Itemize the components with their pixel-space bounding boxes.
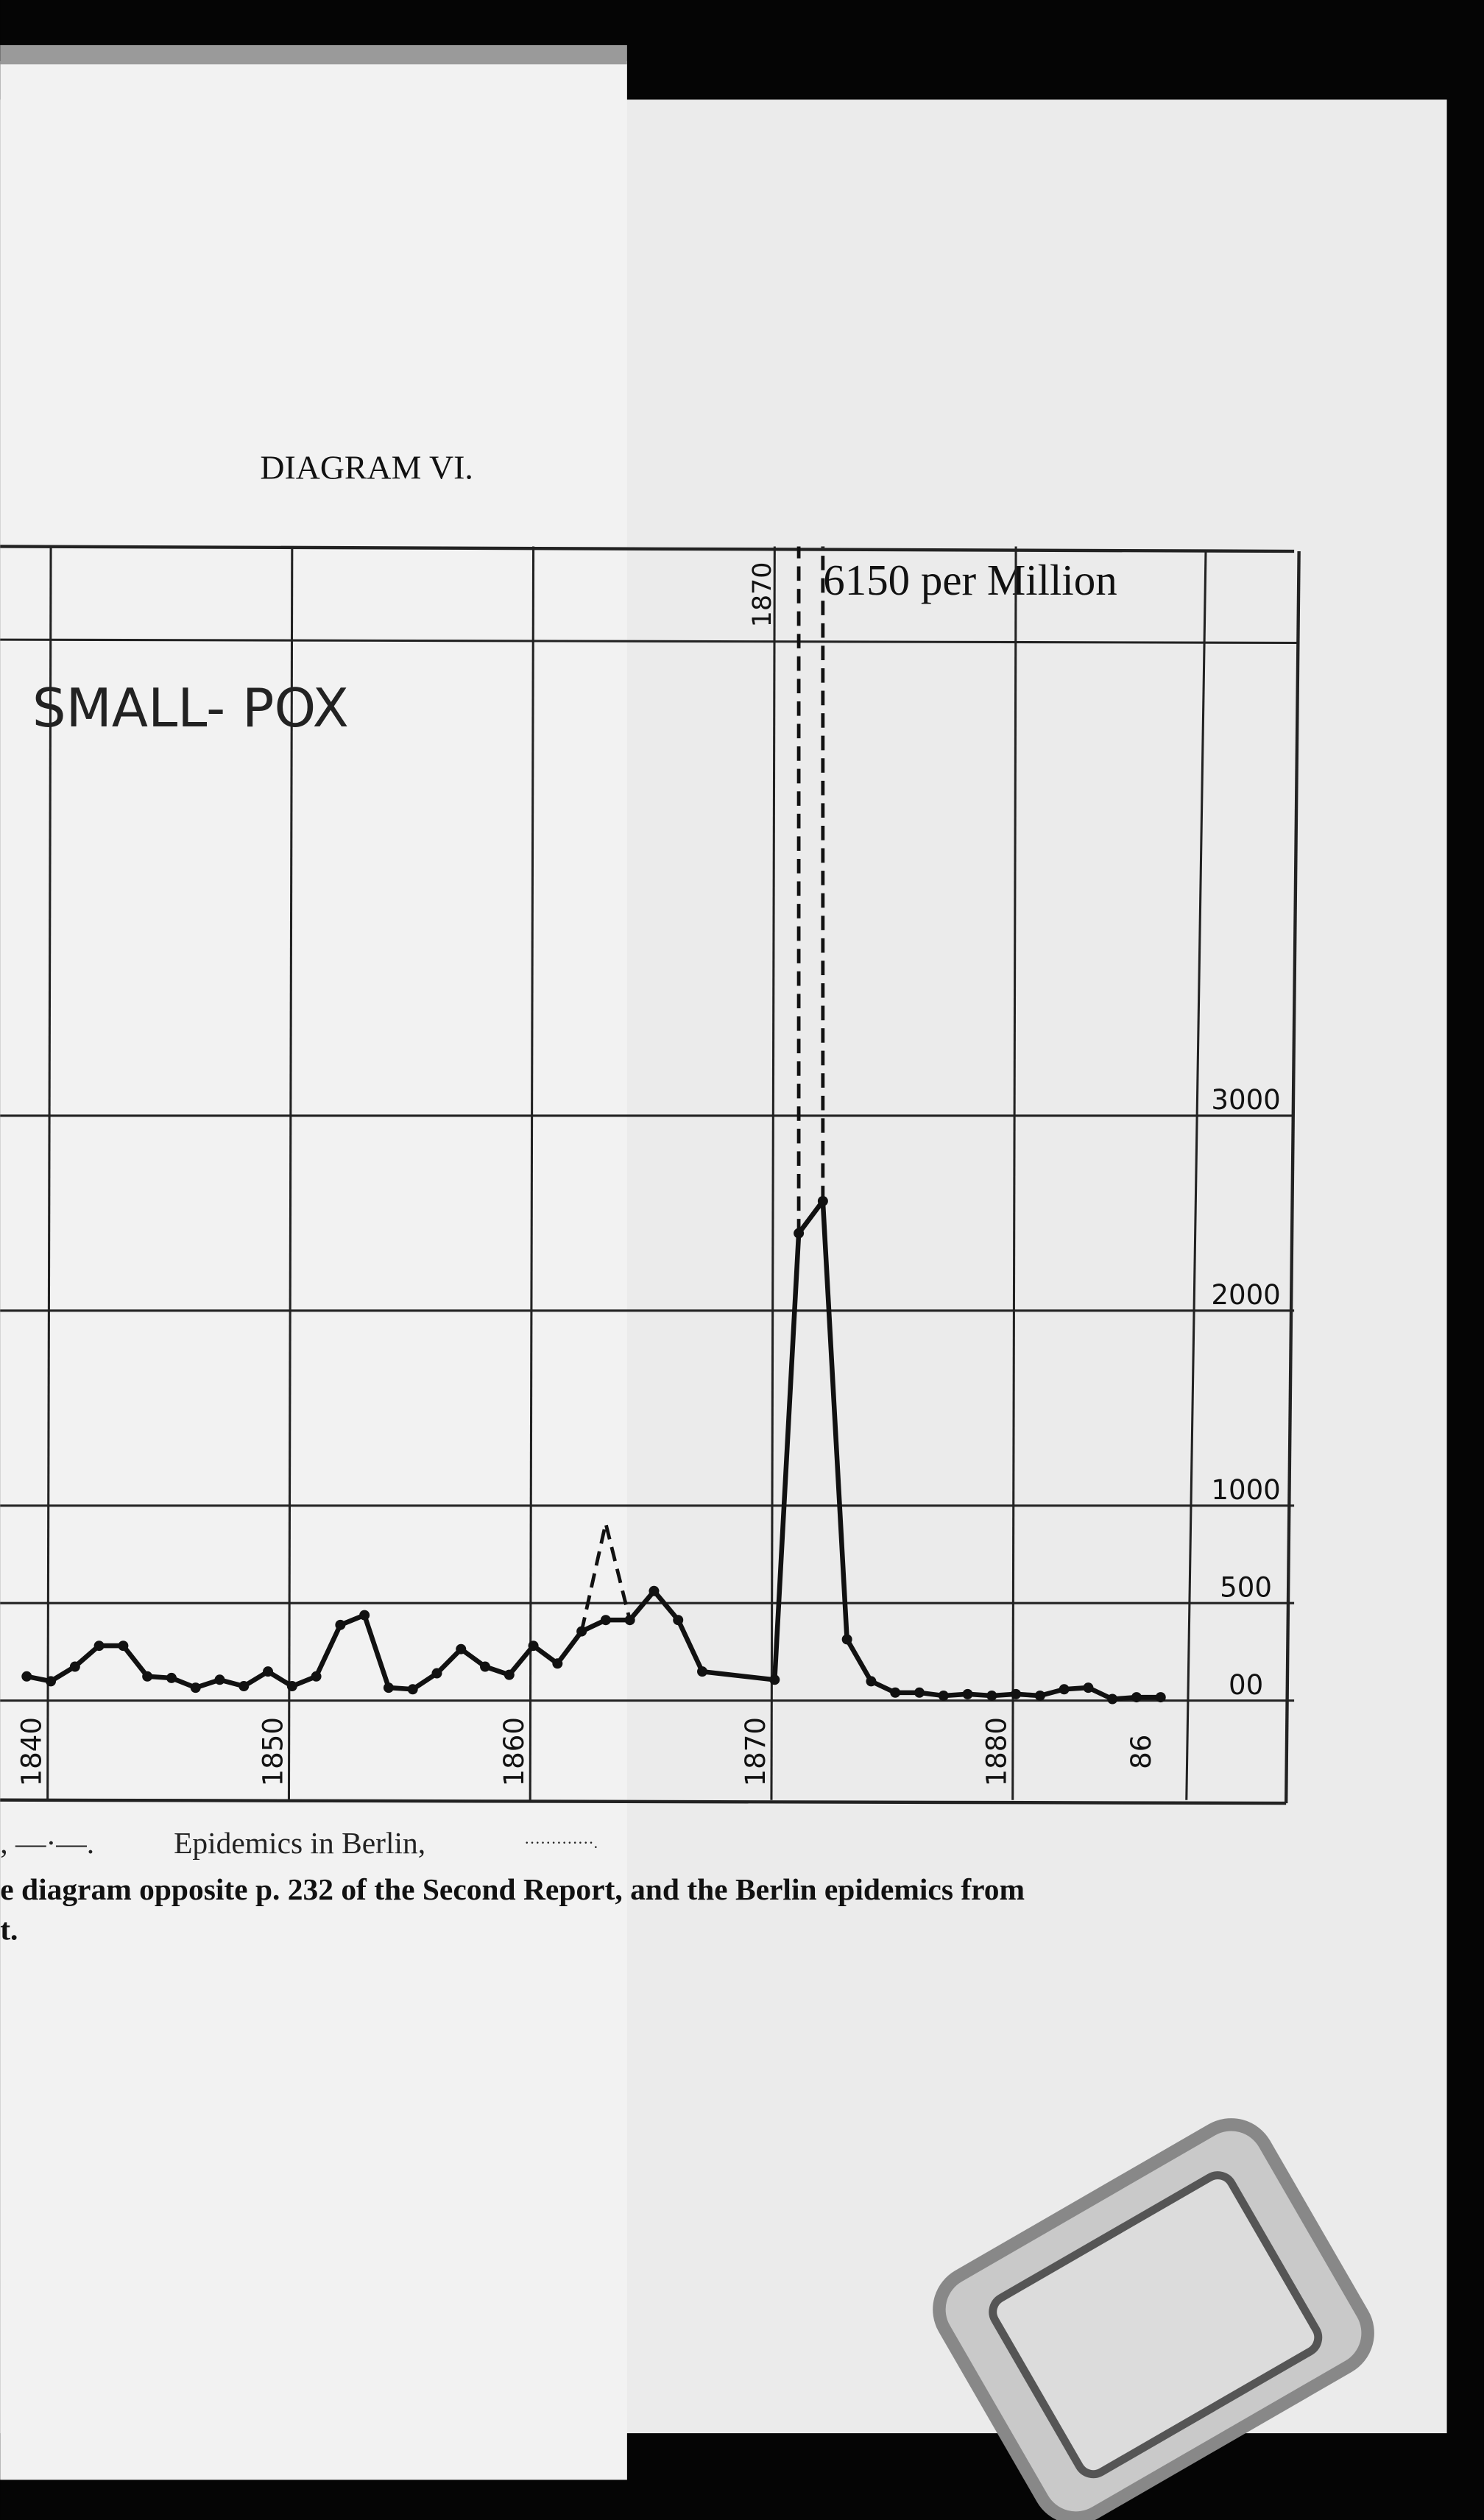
caption-line: e diagram opposite p. 232 of the Second … <box>0 1872 1025 1906</box>
legend-symbol: ·············. <box>524 1834 598 1852</box>
x2-tick-label: 1870 <box>748 562 777 628</box>
legend-entry: Epidemics in Berlin, <box>174 1826 425 1860</box>
page-fold <box>0 60 627 2480</box>
glass-object <box>933 2118 1374 2520</box>
y-tick-label: 2000 <box>1211 1279 1280 1311</box>
data-point <box>1155 1692 1166 1703</box>
plot-top <box>0 545 1295 553</box>
data-point <box>69 1661 80 1672</box>
data-point <box>480 1661 491 1672</box>
grid-line <box>1011 546 1017 1800</box>
data-point <box>769 1674 780 1685</box>
data-point <box>46 1676 57 1687</box>
data-point <box>407 1684 418 1695</box>
data-point <box>1131 1692 1142 1703</box>
x-tick-label: 1850 <box>257 1717 289 1786</box>
data-point <box>239 1681 250 1692</box>
glass-inner <box>989 2171 1323 2479</box>
data-line <box>26 1198 1161 1702</box>
data-point <box>649 1585 660 1596</box>
data-point <box>431 1668 442 1679</box>
x-tick-label: 1840 <box>16 1717 48 1786</box>
data-point <box>673 1615 684 1626</box>
data-point <box>190 1682 201 1693</box>
data-point <box>1083 1682 1094 1693</box>
header-rule <box>0 638 1299 644</box>
caption-line: t. <box>0 1913 18 1947</box>
data-point <box>914 1687 925 1698</box>
chart-subtitle: SMALL- POX <box>32 677 349 739</box>
data-point <box>118 1641 129 1652</box>
data-point <box>359 1610 370 1621</box>
chart-title: DIAGRAM VI. <box>260 449 473 486</box>
x-tick-label: 1880 <box>981 1717 1013 1786</box>
data-point <box>93 1641 105 1652</box>
data-point <box>624 1615 635 1626</box>
x-tick-label: 1870 <box>740 1717 771 1786</box>
data-point <box>456 1643 467 1654</box>
plot-right <box>1284 551 1301 1804</box>
legend-lead: , —·—. <box>0 1826 94 1860</box>
page-edge <box>0 45 627 65</box>
data-point <box>21 1671 32 1682</box>
data-point <box>286 1681 297 1692</box>
data-point <box>962 1688 973 1699</box>
frame <box>0 545 1301 1805</box>
data-point <box>263 1666 274 1677</box>
y-tick-label: 1000 <box>1211 1474 1280 1506</box>
data-point <box>986 1691 997 1701</box>
grid-line <box>529 546 535 1800</box>
grid-line <box>287 546 294 1800</box>
data-point <box>528 1641 539 1652</box>
data-point <box>552 1658 563 1669</box>
data-point <box>335 1619 346 1630</box>
data-point <box>1034 1691 1045 1701</box>
data-point <box>1011 1688 1022 1699</box>
data-point <box>938 1691 949 1701</box>
data-point <box>166 1672 177 1683</box>
data-point <box>866 1676 877 1687</box>
data-point <box>1059 1684 1070 1695</box>
data-point <box>214 1674 225 1685</box>
grid-line <box>46 546 52 1800</box>
annotation: 6150 per Million <box>823 556 1117 604</box>
y-tick-label: 3000 <box>1211 1084 1280 1116</box>
data-point <box>142 1671 153 1682</box>
x-tick-label: 1860 <box>498 1717 530 1786</box>
y-tick-label: 500 <box>1220 1571 1272 1603</box>
data-point <box>1107 1693 1118 1705</box>
data-point <box>504 1669 515 1680</box>
data-point <box>600 1615 611 1626</box>
data-point <box>383 1682 394 1693</box>
x-tick-label: 86 <box>1126 1735 1157 1769</box>
data-point <box>890 1687 901 1698</box>
grid-line <box>770 546 776 1800</box>
data-point <box>841 1634 852 1645</box>
data-point <box>697 1666 707 1677</box>
plot-bottom <box>0 1798 1287 1805</box>
label-column-rule <box>1185 551 1207 1800</box>
data-point <box>817 1195 828 1206</box>
y-tick-label: 00 <box>1229 1669 1263 1701</box>
data-line <box>579 546 825 1632</box>
plot-area <box>21 546 1166 1705</box>
data-point <box>311 1671 322 1682</box>
